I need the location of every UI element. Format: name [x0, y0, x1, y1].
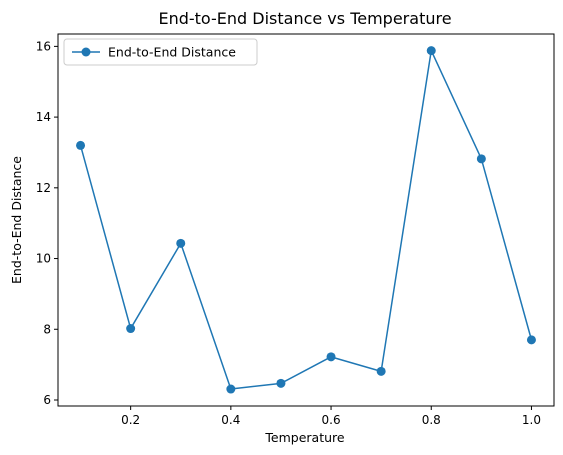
x-tick-label: 0.2	[121, 413, 140, 427]
x-tick-label: 0.6	[322, 413, 341, 427]
data-point	[76, 140, 86, 150]
data-point	[476, 154, 486, 164]
x-tick-label: 0.4	[221, 413, 240, 427]
chart-title: End-to-End Distance vs Temperature	[158, 9, 451, 28]
data-point	[276, 378, 286, 388]
plot-area	[57, 33, 555, 407]
series-layer	[76, 46, 536, 394]
data-point	[126, 324, 136, 334]
data-point	[526, 335, 536, 345]
x-tick-label: 1.0	[522, 413, 541, 427]
y-tick-label: 12	[36, 181, 51, 195]
series-line	[79, 49, 533, 390]
y-tick-label: 16	[36, 39, 51, 53]
data-point	[376, 366, 386, 376]
y-tick-label: 8	[43, 322, 51, 336]
data-point	[326, 352, 336, 362]
y-axis-ticks: 6 8 10 12 14 16	[36, 39, 58, 407]
legend-marker	[81, 47, 91, 57]
y-tick-label: 14	[36, 110, 51, 124]
data-point	[426, 46, 436, 56]
data-point	[176, 238, 186, 248]
y-axis-label: End-to-End Distance	[9, 156, 24, 284]
legend: End-to-End Distance	[63, 38, 258, 66]
x-axis-label: Temperature	[264, 430, 344, 445]
legend-box	[63, 38, 258, 66]
data-point	[226, 384, 236, 394]
x-tick-label: 0.8	[422, 413, 441, 427]
y-tick-label: 10	[36, 252, 51, 266]
legend-label: End-to-End Distance	[108, 45, 236, 60]
x-axis-ticks: 0.2 0.4 0.6 0.8 1.0	[121, 406, 541, 427]
y-tick-label: 6	[43, 393, 51, 407]
